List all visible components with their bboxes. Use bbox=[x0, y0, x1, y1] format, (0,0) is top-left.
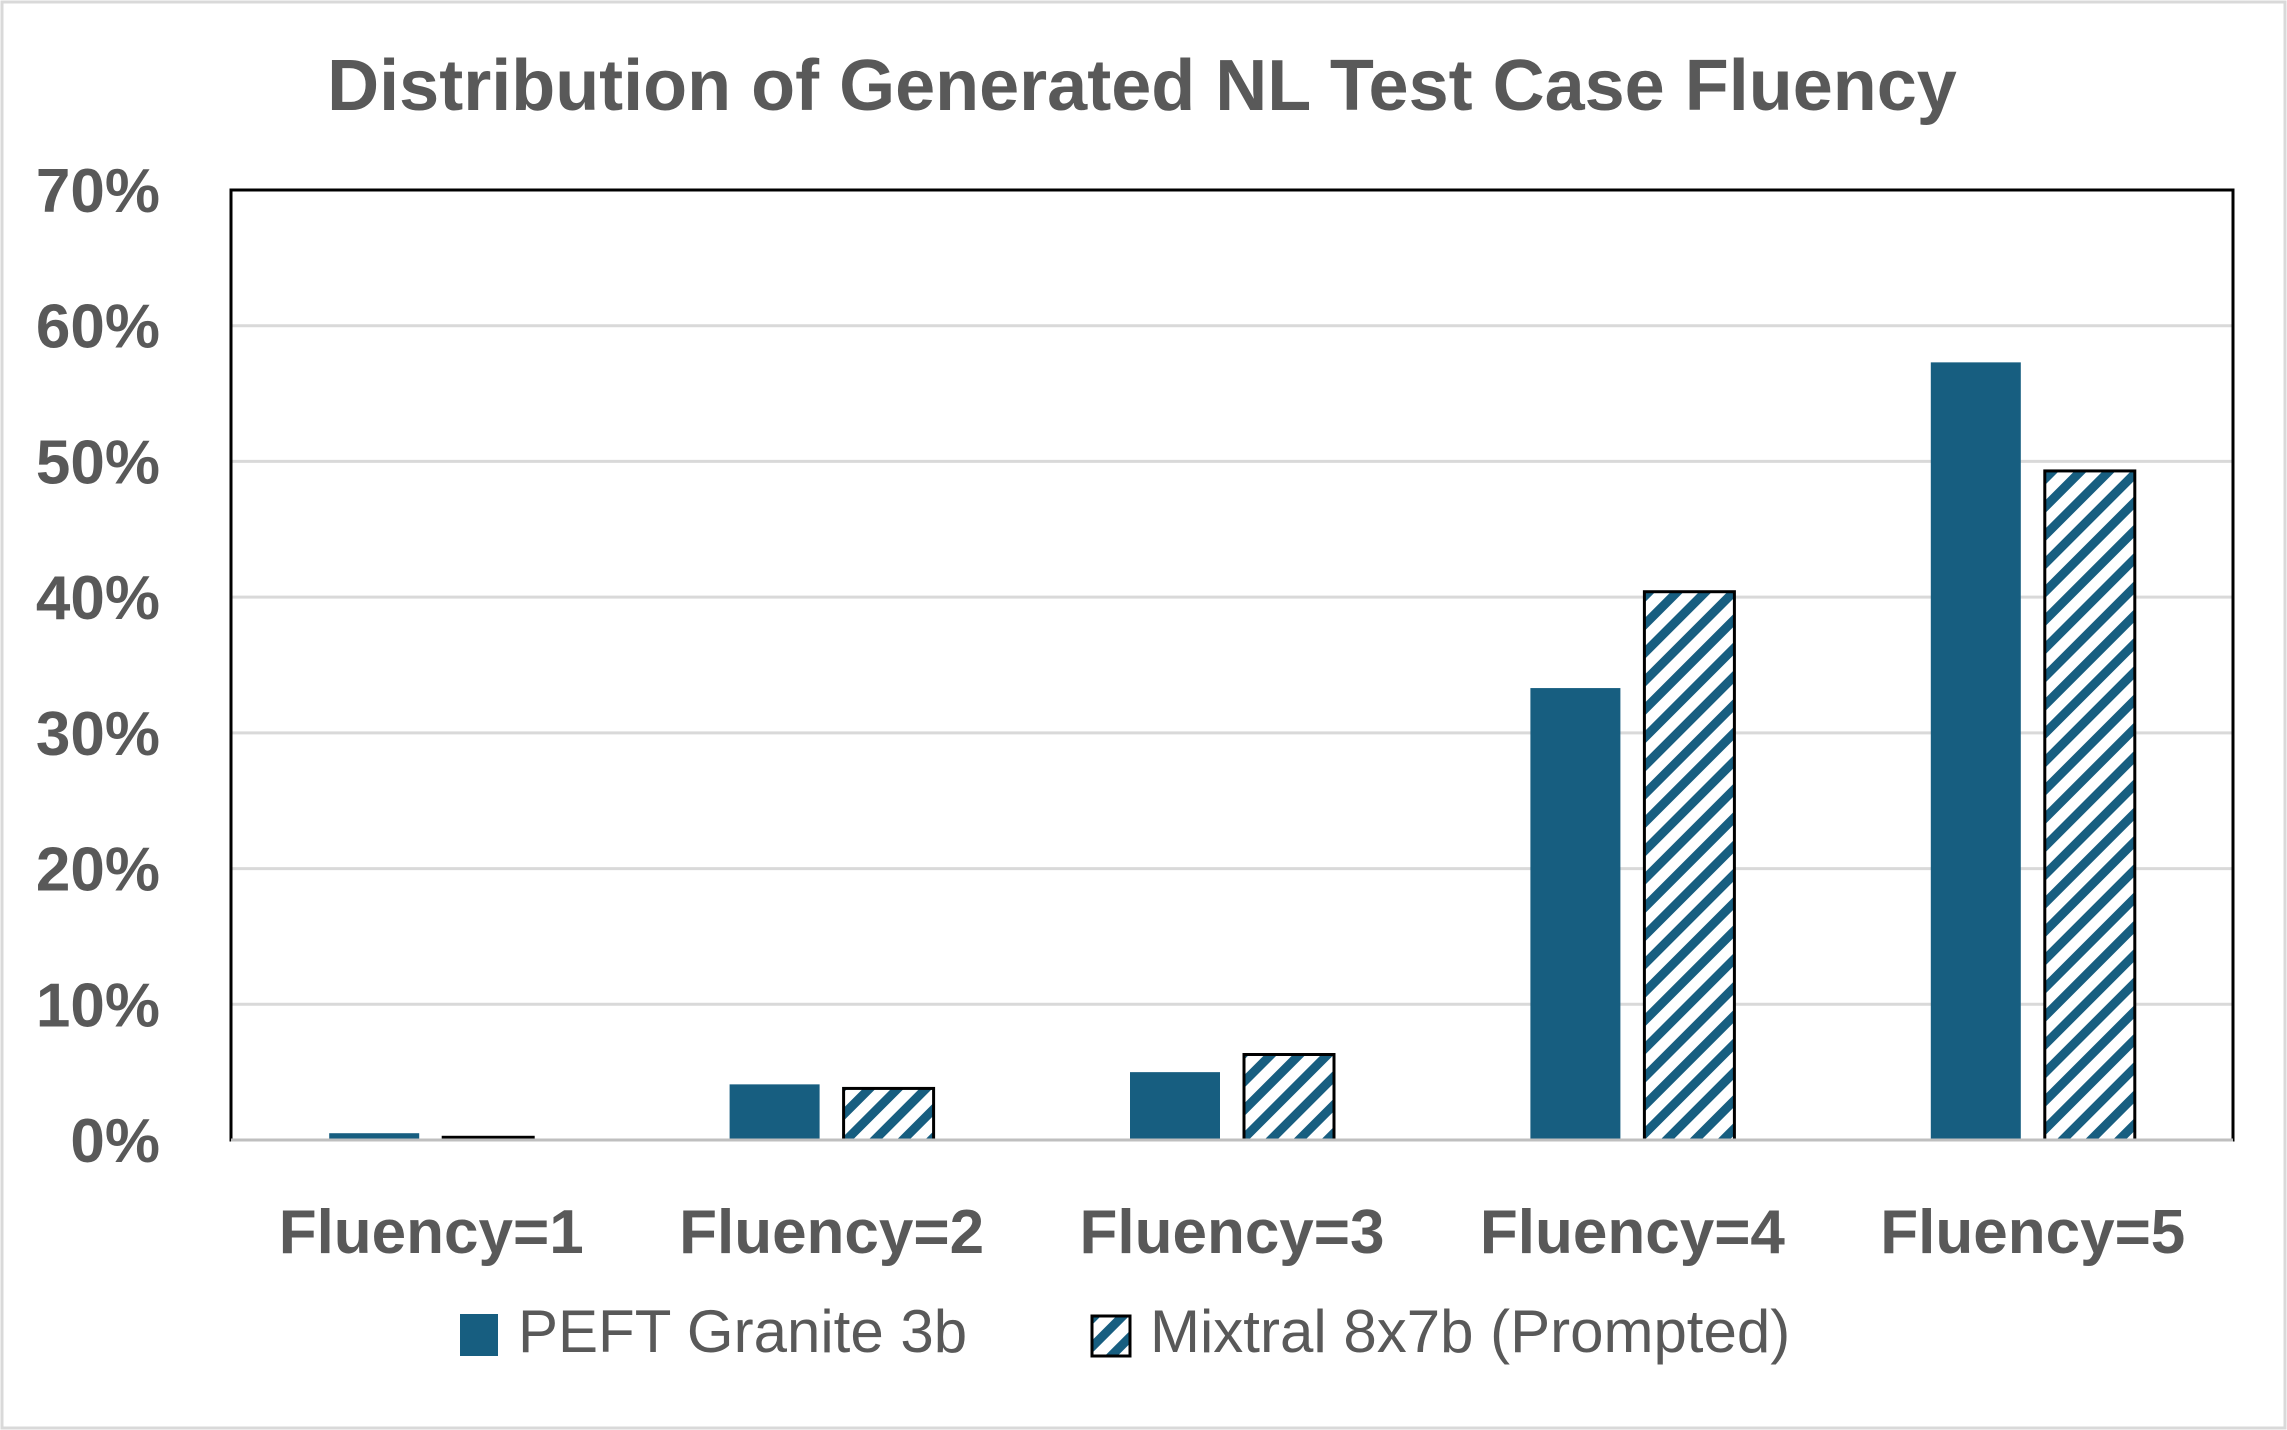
legend-label-mixtral: Mixtral 8x7b (Prompted) bbox=[1150, 1298, 1790, 1365]
y-tick-label: 60% bbox=[36, 293, 160, 362]
bar-peft-granite-3b-fluency-3 bbox=[1130, 1072, 1220, 1140]
x-category-label: Fluency=2 bbox=[679, 1198, 984, 1267]
legend-swatch-peft bbox=[460, 1314, 498, 1356]
chart-title: Distribution of Generated NL Test Case F… bbox=[327, 46, 1957, 126]
x-category-label: Fluency=5 bbox=[1880, 1198, 2185, 1267]
y-tick-label: 40% bbox=[36, 564, 160, 633]
bar-peft-granite-3b-fluency-1 bbox=[329, 1133, 420, 1140]
y-tick-label: 0% bbox=[70, 1107, 160, 1176]
bars bbox=[329, 362, 2137, 1142]
bar-peft-granite-3b-fluency-5 bbox=[1930, 362, 2021, 1140]
y-tick-label: 20% bbox=[36, 836, 160, 905]
bar-mixtral-8x7b-prompted-fluency-4 bbox=[1642, 590, 1736, 1142]
y-tick-label: 30% bbox=[36, 700, 160, 769]
y-tick-label: 50% bbox=[36, 428, 160, 497]
x-category-label: Fluency=3 bbox=[1080, 1198, 1385, 1267]
y-axis-tick-labels: 0% 10% 20% 30% 40% 50% 60% 70% bbox=[36, 157, 160, 1176]
legend-swatch-mixtral bbox=[1090, 1314, 1132, 1358]
bar-peft-granite-3b-fluency-4 bbox=[1530, 688, 1621, 1140]
bar-mixtral-8x7b-prompted-fluency-2 bbox=[842, 1086, 936, 1142]
x-category-label: Fluency=1 bbox=[279, 1198, 584, 1267]
x-axis-category-labels: Fluency=1 Fluency=2 Fluency=3 Fluency=4 Flue… bbox=[279, 1198, 2186, 1267]
legend-label-peft: PEFT Granite 3b bbox=[518, 1298, 967, 1365]
bar-mixtral-8x7b-prompted-fluency-3 bbox=[1242, 1053, 1336, 1142]
x-category-label: Fluency=4 bbox=[1480, 1198, 1785, 1267]
bar-mixtral-8x7b-prompted-fluency-5 bbox=[2043, 469, 2137, 1142]
y-tick-label: 70% bbox=[36, 157, 160, 226]
gridlines bbox=[231, 324, 2233, 1006]
y-tick-label: 10% bbox=[36, 971, 160, 1040]
legend: PEFT Granite 3b Mixtral 8x7b (Prompted) bbox=[460, 1298, 1790, 1365]
bar-peft-granite-3b-fluency-2 bbox=[729, 1084, 820, 1140]
